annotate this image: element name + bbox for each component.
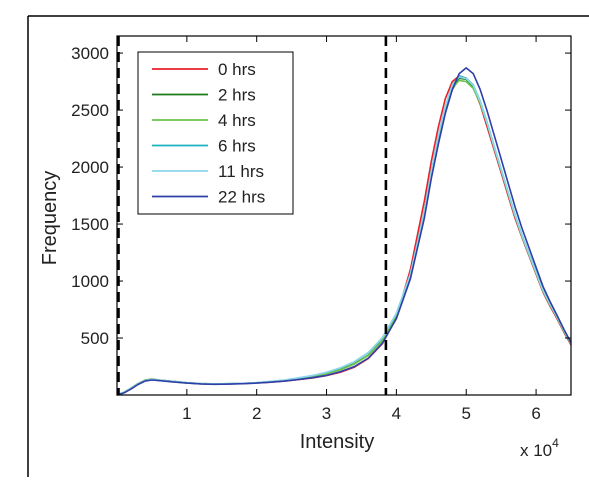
y-tick-label: 2500 [71,101,109,120]
axes-box [116,35,572,396]
legend-label-5: 22 hrs [218,188,265,207]
ticks-layer: 1 2 3 4 5 6 500 1000 1500 2000 2500 3000 [71,36,571,423]
y-axis-label: Frequency [39,171,61,266]
x-tick-label: 2 [252,404,261,423]
legend-label-4: 11 hrs [218,162,264,181]
legend-label-3: 6 hrs [218,137,256,156]
x-tick-label: 5 [461,404,470,423]
x-tick-label: 3 [322,404,331,423]
y-tick-label: 500 [81,329,109,348]
x-tick-label: 4 [392,404,401,423]
x-multiplier-base: x 10 [520,441,552,460]
axes-frame [116,35,572,396]
x-multiplier: x 104 [520,436,559,460]
legend-label-0: 0 hrs [218,60,256,79]
x-axis-label: Intensity [300,431,374,453]
legend-box [137,51,294,215]
threshold-lines [117,36,388,395]
y-tick-label: 2000 [71,158,109,177]
legend: 0 hrs 2 hrs 4 hrs 6 hrs 11 hrs 22 hrs [137,51,294,215]
legend-label-2: 4 hrs [218,111,256,130]
y-tick-label: 1500 [71,215,109,234]
legend-label-1: 2 hrs [218,86,256,105]
x-tick-label: 1 [182,404,191,423]
x-tick-label: 6 [531,404,540,423]
x-multiplier-exponent: 4 [552,436,559,450]
series-line-5 [116,67,572,396]
series-layer [116,67,572,396]
y-tick-label: 3000 [71,44,109,63]
y-tick-label: 1000 [71,272,109,291]
